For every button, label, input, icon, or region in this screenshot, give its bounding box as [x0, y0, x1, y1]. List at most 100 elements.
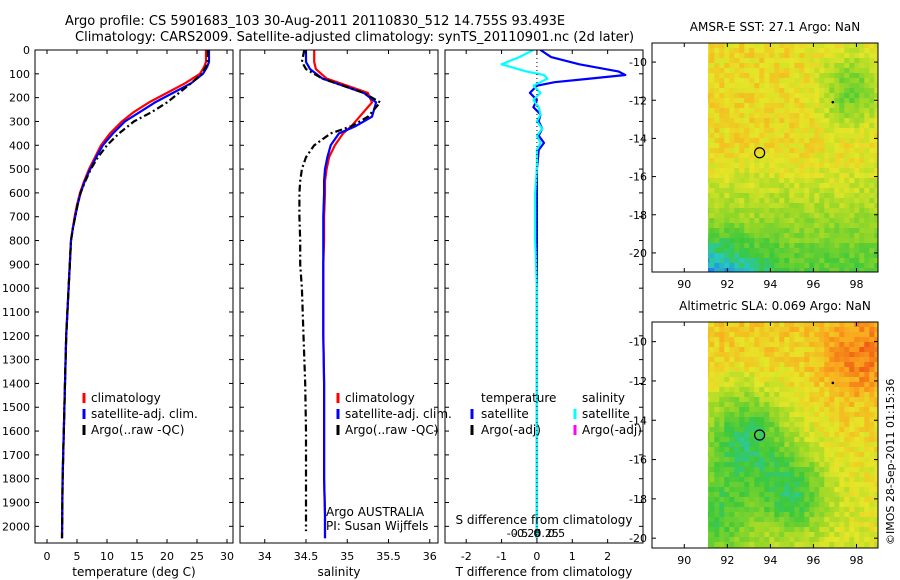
- map-cell: [709, 482, 715, 488]
- map-cell: [699, 238, 705, 244]
- map-cell: [709, 153, 715, 159]
- map-cell: [819, 382, 825, 388]
- map-cell: [699, 228, 705, 234]
- map-cell: [859, 108, 865, 114]
- map-cell: [834, 148, 840, 154]
- map-cell: [749, 512, 755, 518]
- map-cell: [799, 322, 805, 328]
- map-cell: [749, 163, 755, 169]
- map-cell: [749, 362, 755, 368]
- map-cell: [699, 58, 705, 64]
- map-cell: [694, 387, 700, 393]
- map-cell: [839, 208, 845, 214]
- map-cell: [689, 512, 695, 518]
- map-cell: [739, 442, 745, 448]
- map-cell: [739, 492, 745, 498]
- map-cell: [779, 522, 785, 528]
- map-cell: [724, 98, 730, 104]
- map-cell: [789, 397, 795, 403]
- map-cell: [739, 322, 745, 328]
- map-cell: [829, 203, 835, 209]
- temperature-xtick-label: 30: [220, 550, 234, 563]
- map-cell: [804, 457, 810, 463]
- map-cell: [694, 63, 700, 69]
- map-cell: [869, 322, 875, 328]
- map-cell: [744, 502, 750, 508]
- map-cell: [869, 143, 875, 149]
- map-cell: [708, 537, 710, 543]
- map-cell: [869, 263, 875, 269]
- map-cell: [694, 48, 700, 54]
- map-cell: [864, 472, 870, 478]
- map-cell: [839, 63, 845, 69]
- map-cell: [874, 173, 878, 179]
- float-track-marker: [831, 381, 835, 385]
- map-cell: [729, 362, 735, 368]
- map-cell: [779, 88, 785, 94]
- map-cell: [819, 183, 825, 189]
- map-cell: [794, 507, 800, 513]
- map-cell: [708, 462, 710, 468]
- map-cell: [689, 83, 695, 89]
- map-cell: [829, 43, 835, 49]
- map-cell: [769, 208, 775, 214]
- map-cell: [809, 233, 815, 239]
- map-cell: [709, 442, 715, 448]
- map-cell: [854, 58, 860, 64]
- map-cell: [719, 168, 725, 174]
- map-cell: [734, 437, 740, 443]
- map-cell: [739, 103, 745, 109]
- map-cell: [708, 173, 710, 179]
- map-cell: [694, 263, 700, 269]
- map-cell: [744, 263, 750, 269]
- map-cell: [829, 382, 835, 388]
- map-cell: [699, 392, 705, 398]
- map-cell: [764, 417, 770, 423]
- map-cell: [864, 68, 870, 74]
- map-cell: [784, 457, 790, 463]
- map-cell: [749, 537, 755, 543]
- map-cell: [829, 223, 835, 229]
- map-cell: [824, 118, 830, 124]
- map-cell: [784, 542, 790, 548]
- map-cell: [829, 422, 835, 428]
- map-cell: [754, 108, 760, 114]
- map-cell: [849, 73, 855, 79]
- map-cell: [684, 487, 690, 493]
- map-cell: [834, 103, 840, 109]
- map-cell: [764, 372, 770, 378]
- map-cell: [708, 53, 710, 59]
- map-cell: [744, 482, 750, 488]
- map-cell: [699, 397, 705, 403]
- map-cell: [774, 507, 780, 513]
- map-cell: [784, 123, 790, 129]
- map-cell: [819, 93, 825, 99]
- map-cell: [779, 213, 785, 219]
- map-cell: [729, 118, 735, 124]
- map-cell: [749, 397, 755, 403]
- map-cell: [794, 472, 800, 478]
- map-cell: [809, 412, 815, 418]
- map-cell: [814, 213, 820, 219]
- map-cell: [709, 502, 715, 508]
- temperature-xtick-label: 0: [44, 550, 51, 563]
- map-cell: [749, 58, 755, 64]
- map-cell: [769, 63, 775, 69]
- map-cell: [744, 48, 750, 54]
- map-cell: [789, 537, 795, 543]
- map-cell: [849, 507, 855, 513]
- map-cell: [759, 507, 765, 513]
- map-cell: [729, 63, 735, 69]
- map-cell: [819, 203, 825, 209]
- map-cell: [759, 158, 765, 164]
- map-cell: [869, 223, 875, 229]
- map-cell: [849, 367, 855, 373]
- map-cell: [789, 517, 795, 523]
- map-cell: [854, 402, 860, 408]
- map-cell: [869, 253, 875, 259]
- map-cell: [789, 153, 795, 159]
- map-cell: [744, 248, 750, 254]
- map-cell: [789, 113, 795, 119]
- map-cell: [809, 183, 815, 189]
- map-cell: [689, 527, 695, 533]
